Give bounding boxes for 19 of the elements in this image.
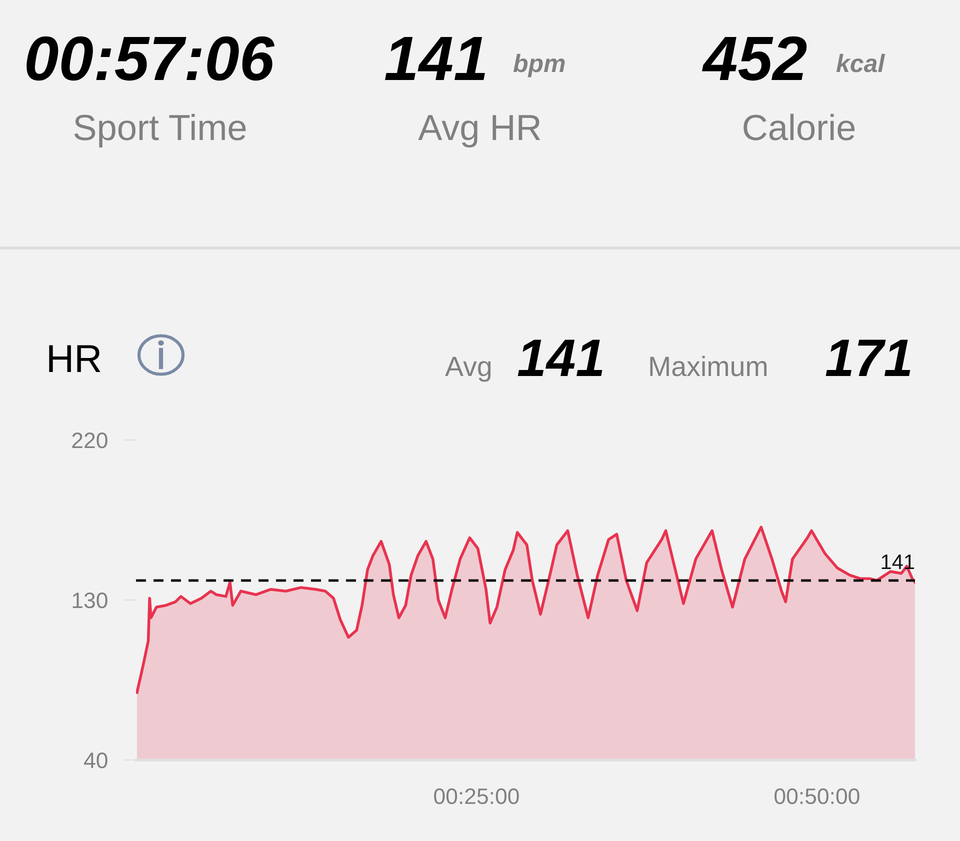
text: 00:57:06: [26, 36, 275, 81]
text: 171: [826, 340, 910, 376]
text: Sport Time: [74, 114, 246, 148]
text: 141: [385, 37, 485, 80]
y-tick-label: 130: [72, 592, 108, 608]
y-tick-label: 40: [84, 752, 108, 768]
text: Calorie: [744, 114, 855, 140]
text: Avg: [445, 356, 491, 382]
text: bpm: [513, 54, 565, 78]
text: Avg HR: [418, 115, 540, 148]
text: 141: [518, 340, 602, 376]
x-tick-label: 00:25:00: [434, 788, 519, 804]
x-tick-label: 00:50:00: [774, 788, 860, 804]
ref-line-label: 141: [882, 554, 914, 570]
text: 452: [702, 36, 807, 81]
text: Maximum: [650, 356, 767, 376]
y-tick-label: 220: [72, 432, 108, 448]
chart-title: HR: [49, 345, 100, 372]
text: kcal: [836, 54, 886, 72]
